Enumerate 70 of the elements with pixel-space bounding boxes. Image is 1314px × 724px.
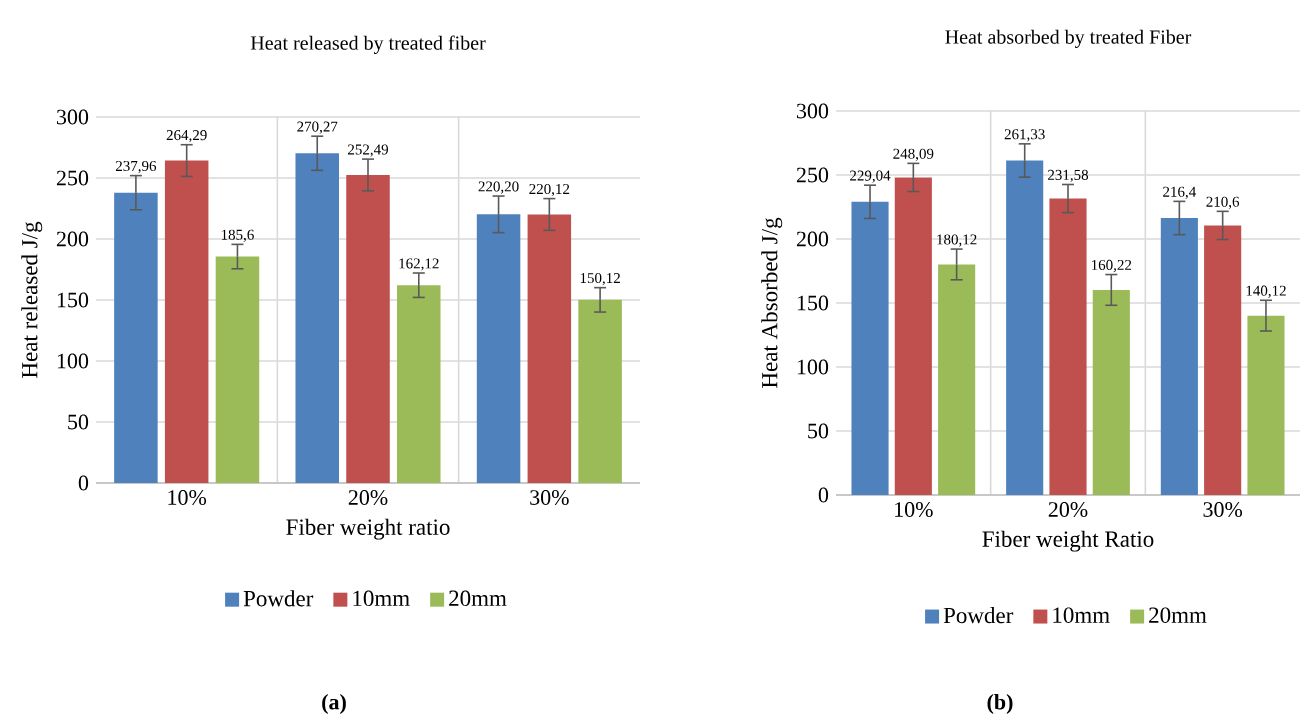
y-tick-label: 100: [57, 353, 89, 369]
bar: [578, 299, 622, 483]
data-label: 264,29: [166, 130, 207, 143]
bar: [346, 174, 390, 483]
legend-label: Powder: [943, 607, 1014, 624]
bar: [851, 201, 889, 495]
bar: [1006, 160, 1044, 495]
data-label: 270,27: [297, 121, 338, 134]
bar: [114, 192, 158, 483]
data-label: 220,20: [478, 181, 519, 194]
x-tick-label: 10%: [168, 490, 207, 505]
data-label: 216,4: [1163, 186, 1196, 199]
y-tick-label: 250: [56, 170, 89, 186]
data-label: 150,12: [580, 272, 620, 286]
x-tick-label: 30%: [530, 490, 569, 505]
legend-label: 20mm: [1149, 607, 1207, 623]
data-label: 185,6: [221, 229, 254, 242]
y-tick-label: 300: [797, 103, 829, 119]
x-tick-label: 20%: [1048, 502, 1088, 517]
data-label: 220,12: [529, 183, 570, 197]
bar: [1204, 225, 1242, 495]
y-axis-title: Heat Absorbed J/g: [761, 217, 783, 388]
y-tick-label: 50: [808, 423, 829, 439]
data-label: 140,12: [1246, 285, 1286, 298]
bar: [527, 214, 572, 483]
y-tick-label: 0: [78, 475, 89, 491]
text: (b): [987, 694, 1013, 714]
data-label: 252,49: [348, 144, 388, 157]
y-tick-label: 300: [57, 109, 89, 125]
bar: [1247, 315, 1285, 495]
y-tick-label: 0: [818, 487, 829, 503]
bar: [1092, 289, 1130, 495]
bar: [295, 153, 339, 483]
bar: [164, 160, 209, 483]
legend-label: 20mm: [449, 590, 507, 607]
chart-title: Heat absorbed by treated Fiber: [945, 29, 1192, 48]
y-tick-label: 150: [797, 295, 829, 311]
data-label: 237,96: [115, 160, 157, 174]
bar: [397, 285, 441, 483]
data-label: 160,22: [1091, 259, 1132, 273]
data-label: 162,12: [399, 258, 439, 271]
y-tick-label: 50: [68, 414, 89, 430]
bar: [938, 264, 976, 495]
legend-label: 10mm: [1053, 607, 1110, 623]
legend-label: Powder: [243, 590, 314, 607]
data-label: 180,12: [937, 234, 977, 247]
y-axis-title: Heat released J/g: [21, 221, 43, 378]
x-tick-label: 30%: [1203, 502, 1243, 517]
bar: [1049, 198, 1087, 495]
y-tick-label: 100: [797, 359, 829, 375]
bar: [476, 214, 521, 483]
y-tick-label: 200: [796, 231, 829, 247]
y-tick-label: 150: [57, 292, 89, 308]
bar: [894, 177, 932, 495]
y-tick-label: 200: [56, 231, 89, 247]
data-label: 210,6: [1206, 196, 1240, 209]
legend-label: 10mm: [353, 590, 410, 607]
bar: [1160, 218, 1198, 495]
chart-title: Heat released by treated fiber: [250, 35, 486, 54]
x-tick-label: 10%: [895, 502, 933, 517]
x-axis-title: Fiber weight ratio: [286, 518, 450, 540]
x-axis-title: Fiber weight Ratio: [982, 530, 1154, 552]
bar: [215, 256, 260, 483]
data-label: 229,04: [850, 170, 891, 183]
x-tick-label: 20%: [348, 490, 388, 505]
text: (a): [322, 694, 346, 714]
data-label: 231,58: [1048, 169, 1089, 183]
data-label: 261,33: [1004, 129, 1045, 142]
data-label: 248,09: [893, 148, 934, 161]
y-tick-label: 250: [796, 167, 829, 183]
